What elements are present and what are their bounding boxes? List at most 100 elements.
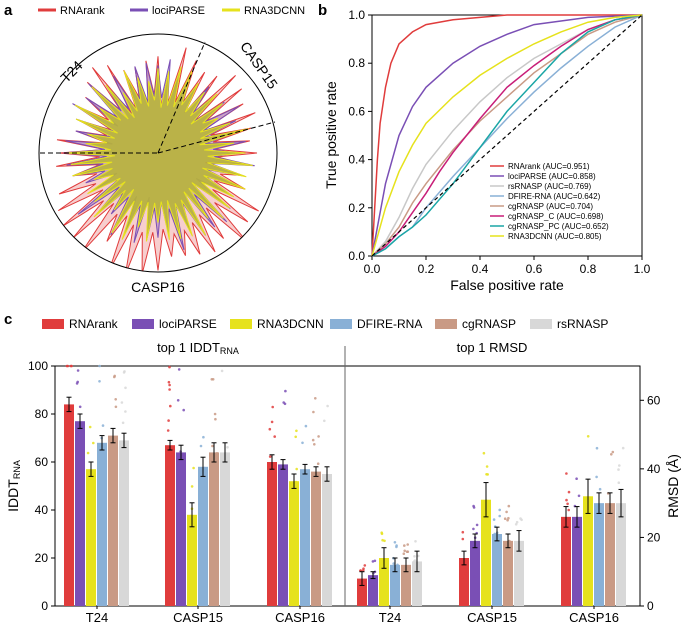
bar-data-point [519,568,523,571]
bar-data-point [498,508,502,512]
bar-data-point [221,490,225,494]
bar-data-point [98,364,101,368]
bar-data-point [507,504,511,508]
bar-data-point [598,522,602,526]
bar-data-point [69,483,73,487]
bar-data-point [565,564,569,567]
bar-data-point [392,578,395,582]
bar [492,534,502,606]
bar [583,496,593,606]
bar-data-point [289,498,293,502]
bar-data-point [214,417,217,421]
bar [379,558,389,606]
bar-data-point [380,531,384,534]
bar-data-point [472,527,475,531]
bar-data-point [498,514,502,518]
bar-data-point [493,560,497,564]
bar-data-point [503,517,507,520]
bar-data-point [182,453,186,457]
bar [503,540,513,606]
bar-data-point [396,563,399,567]
bar-data-point [413,555,416,558]
roc-y-tick-label: 0.8 [348,56,365,70]
radar-outer-circle [38,33,278,273]
bar-data-point [113,506,116,510]
bar-data-point [395,584,399,588]
legend-label: lociPARSE [152,5,205,17]
bar-category-label: T24 [379,610,401,625]
bar-data-point [199,471,203,475]
bar-data-point [176,399,180,402]
bar-data-point [167,419,170,422]
bar-data-point [461,581,465,584]
bar-data-point [271,523,275,526]
bar-data-point [200,535,203,539]
bar-left-tick-label: 100 [28,359,48,373]
bar-data-point [565,498,568,502]
bar [616,503,626,606]
bar [401,564,411,606]
roc-curve [371,14,643,257]
panel-label-b: b [318,2,327,19]
bar-legend-label: RNA3DCNN [257,317,324,331]
bar-data-point [270,420,274,424]
bar-data-point [563,551,566,554]
roc-x-tick-label: 0.0 [364,262,381,276]
bar-data-point [371,587,375,591]
bar [289,481,299,606]
bar-data-point [482,533,485,537]
bar-data-point [181,527,185,530]
roc-y-tick-label: 0.4 [348,153,365,167]
bar-data-point [473,575,477,578]
bar-data-point [493,532,497,536]
bar-data-point [226,515,229,519]
bar [368,575,378,606]
bar-data-point [98,453,102,456]
bar-data-point [189,552,193,555]
bar-data-point [302,529,305,533]
bar [594,503,604,606]
bar-legend-swatch [530,319,552,329]
bar-data-point [607,550,610,553]
bar-data-point [565,544,569,547]
bar-data-point [114,473,117,476]
bar-legend-swatch [42,319,64,329]
bar-data-point [69,364,73,368]
roc-y-tick-label: 0.6 [348,104,365,118]
bar-data-point [461,537,465,541]
bar-data-point [295,467,299,471]
bar [75,421,85,606]
bar-legend-label: rsRNASP [557,317,608,331]
bar-data-point [81,430,84,434]
bar-data-point [124,410,127,413]
roc-legend-label: rsRNASP (AUC=0.769) [508,182,592,191]
bar-data-point [314,397,317,400]
bar-data-point [327,518,331,521]
bar-data-point [200,503,203,507]
bar-data-point [577,532,580,536]
roc-x-tick-label: 0.4 [472,262,489,276]
sector-label-casp15: CASP15 [237,39,281,92]
radar-shapes [56,47,259,272]
bar-data-point [610,557,613,561]
roc-y-tick-label: 0.0 [348,249,365,263]
bar [300,469,310,606]
bar-data-point [121,501,125,505]
bar [278,464,288,606]
roc-curve [371,14,643,257]
bar [470,540,480,606]
bar-legend-label: DFIRE-RNA [357,317,422,331]
bar [198,466,208,606]
bar-data-point [65,364,69,368]
bar-data-point [575,477,578,481]
roc-x-tick-label: 1.0 [634,262,651,276]
bar-data-point [323,419,326,423]
bar-data-point [120,401,124,404]
bar-data-point [482,546,486,549]
bar-right-tick-label: 60 [647,393,661,407]
bar-data-point [618,553,621,556]
bar-category-label: CASP15 [173,610,223,625]
bar-data-point [209,486,213,490]
bar-data-point [220,369,224,373]
